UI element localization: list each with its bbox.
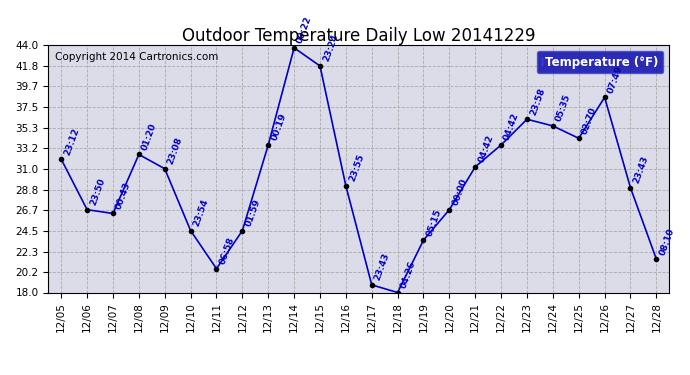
Text: 23:12: 23:12 (63, 126, 81, 156)
Text: 02:70: 02:70 (580, 106, 598, 135)
Text: 06:58: 06:58 (218, 236, 236, 266)
Text: 01:20: 01:20 (140, 122, 159, 152)
Title: Outdoor Temperature Daily Low 20141229: Outdoor Temperature Daily Low 20141229 (182, 27, 535, 45)
Text: 23:43: 23:43 (632, 155, 650, 185)
Text: 00:22: 00:22 (295, 15, 314, 45)
Text: 23:55: 23:55 (347, 153, 366, 183)
Text: 23:08: 23:08 (166, 136, 184, 166)
Text: 23:58: 23:58 (529, 87, 546, 117)
Text: 00:00: 00:00 (451, 177, 469, 207)
Text: 04:42: 04:42 (502, 112, 521, 142)
Text: Copyright 2014 Cartronics.com: Copyright 2014 Cartronics.com (55, 53, 218, 62)
Legend: Temperature (°F): Temperature (°F) (537, 51, 663, 74)
Text: 23:24: 23:24 (322, 33, 339, 63)
Text: 08:10: 08:10 (658, 226, 676, 256)
Text: 23:43: 23:43 (373, 252, 391, 282)
Text: 23:50: 23:50 (88, 177, 107, 207)
Text: 01:59: 01:59 (244, 198, 262, 228)
Text: 23:54: 23:54 (192, 198, 210, 228)
Text: 04:26: 04:26 (399, 260, 417, 290)
Text: 07:49: 07:49 (606, 64, 624, 94)
Text: 00:19: 00:19 (270, 112, 288, 142)
Text: 04:42: 04:42 (477, 134, 495, 164)
Text: 05:35: 05:35 (554, 93, 573, 123)
Text: 00:43: 00:43 (115, 181, 132, 211)
Text: 05:15: 05:15 (425, 207, 443, 237)
